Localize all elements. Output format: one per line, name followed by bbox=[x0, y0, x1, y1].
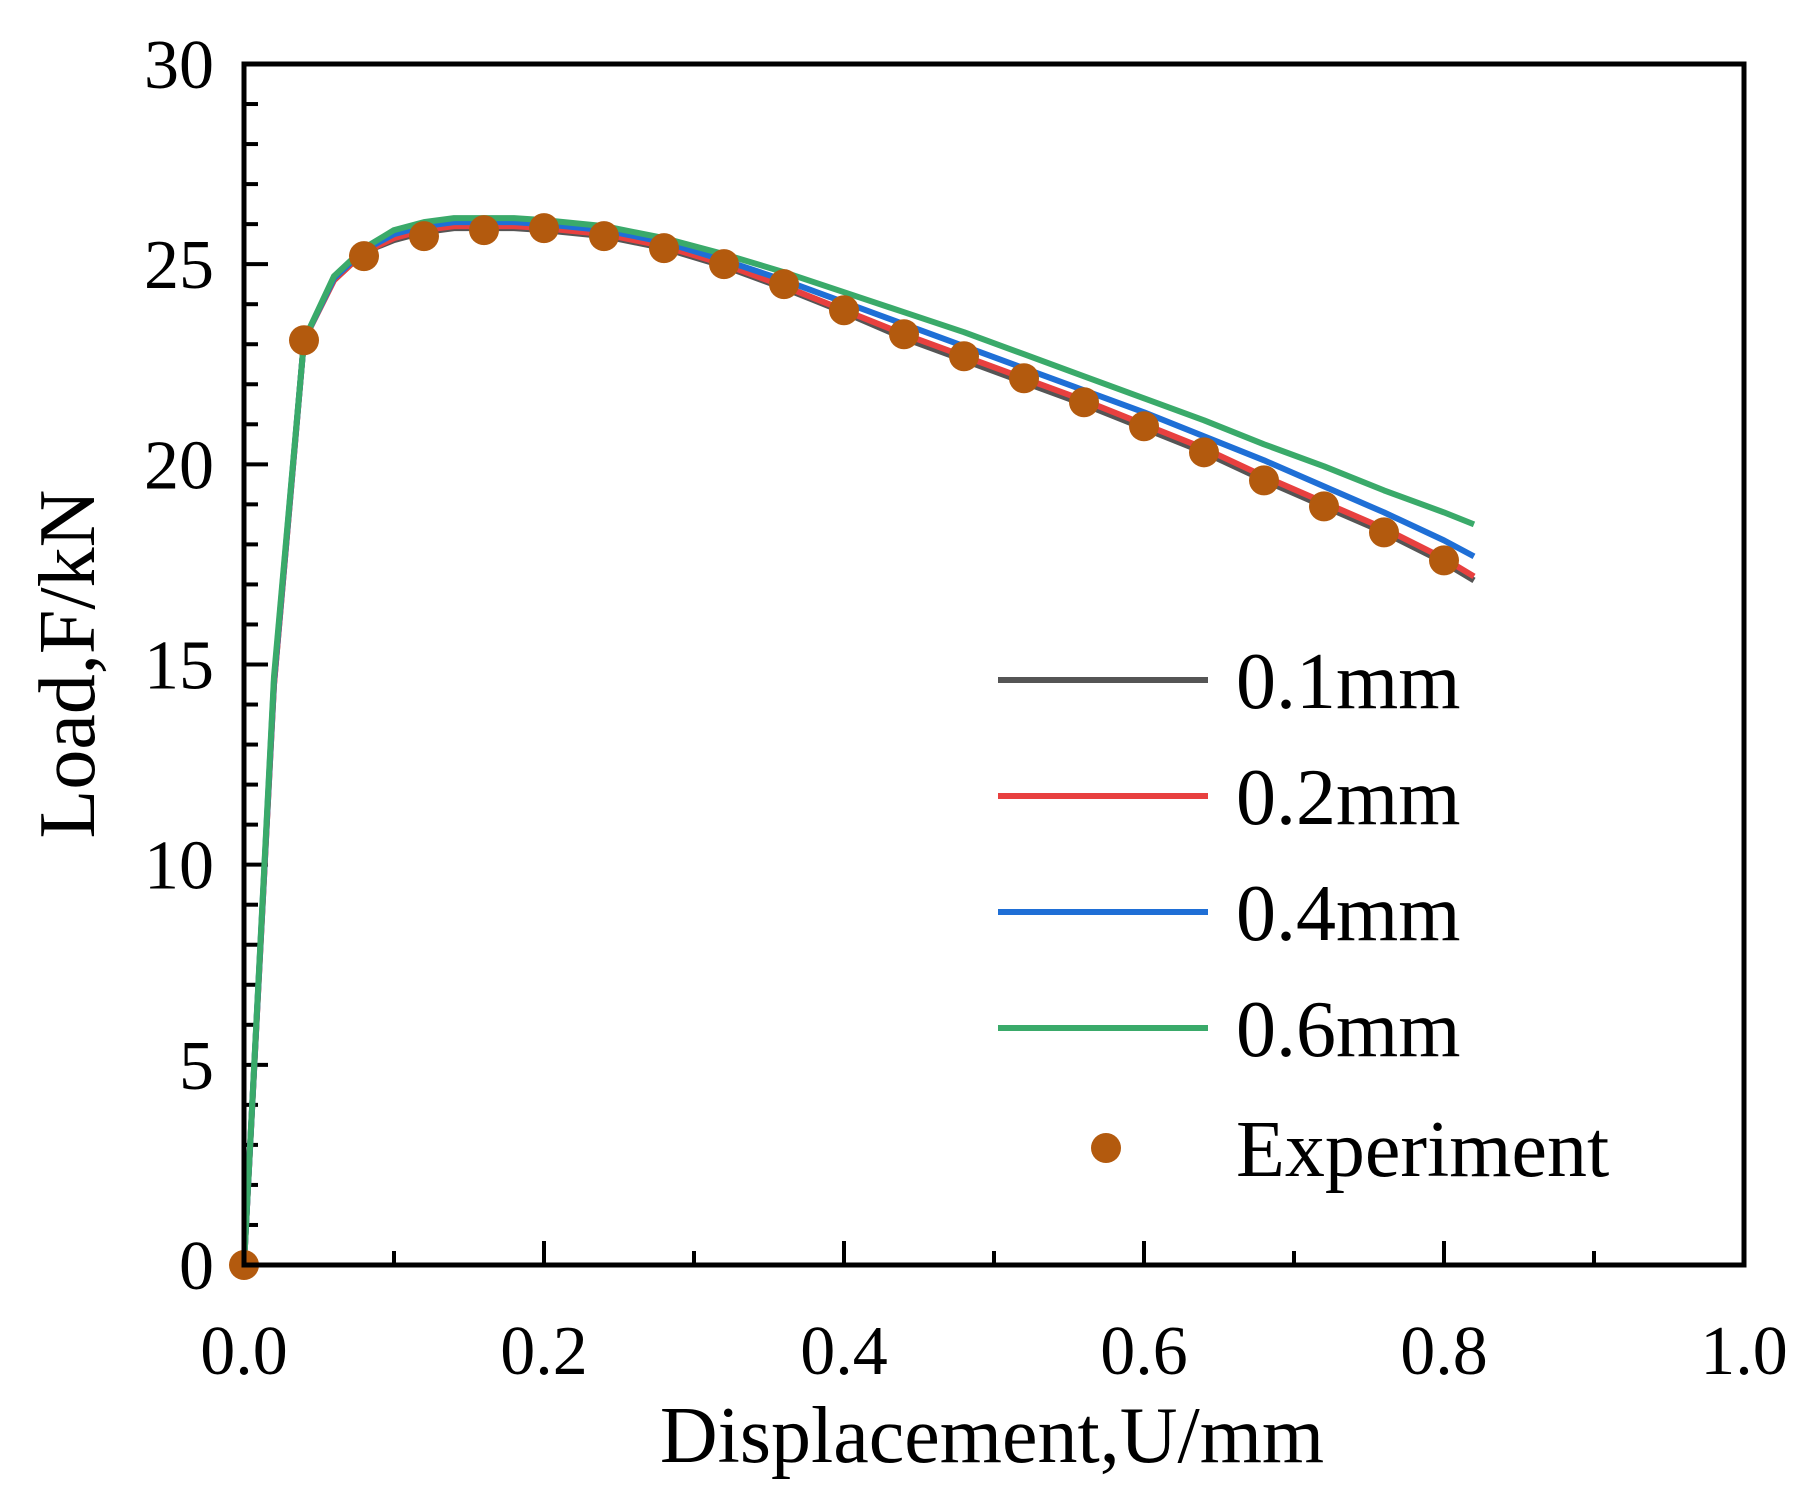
experiment-point bbox=[829, 295, 859, 326]
experiment-point bbox=[769, 269, 799, 300]
legend-swatch-experiment bbox=[1091, 1133, 1121, 1163]
legend-label: 0.4mm bbox=[1236, 870, 1460, 958]
experiment-point bbox=[1069, 387, 1099, 418]
experiment-point bbox=[1309, 491, 1339, 522]
y-tick-label: 30 bbox=[144, 27, 214, 104]
y-tick-label: 15 bbox=[144, 628, 214, 705]
y-tick-label: 20 bbox=[144, 427, 214, 504]
x-axis-title: Displacement,U/mm bbox=[660, 1392, 1324, 1480]
x-tick-label: 0.2 bbox=[500, 1313, 588, 1390]
y-tick-label: 10 bbox=[144, 828, 214, 905]
x-tick-label: 0.8 bbox=[1400, 1313, 1488, 1390]
x-tick-label: 0.4 bbox=[800, 1313, 888, 1390]
experiment-point bbox=[1369, 517, 1399, 548]
x-tick-label: 0.6 bbox=[1100, 1313, 1188, 1390]
y-tick-label: 25 bbox=[144, 227, 214, 304]
legend-label: 0.2mm bbox=[1236, 754, 1460, 842]
x-tick-label: 0.0 bbox=[200, 1313, 288, 1390]
legend-label: 0.6mm bbox=[1236, 986, 1460, 1074]
experiment-point bbox=[889, 319, 919, 350]
experiment-point bbox=[409, 221, 439, 252]
y-axis-title: Load,F/kN bbox=[24, 490, 112, 839]
experiment-point bbox=[709, 249, 739, 280]
experiment-point bbox=[289, 325, 319, 356]
experiment-point bbox=[1009, 363, 1039, 394]
experiment-point bbox=[349, 241, 379, 272]
experiment-point bbox=[469, 215, 499, 246]
experiment-point bbox=[649, 233, 679, 264]
experiment-point bbox=[1249, 465, 1279, 496]
plot-frame bbox=[241, 61, 1747, 1268]
experiment-point bbox=[1429, 545, 1459, 576]
legend-label: Experiment bbox=[1236, 1106, 1609, 1194]
experiment-point bbox=[529, 213, 559, 244]
experiment-point bbox=[949, 341, 979, 372]
experiment-point bbox=[1189, 437, 1219, 468]
y-tick-label: 5 bbox=[179, 1028, 214, 1105]
y-tick-label: 0 bbox=[179, 1228, 214, 1305]
experiment-point bbox=[589, 221, 619, 252]
x-tick-label: 1.0 bbox=[1700, 1313, 1788, 1390]
experiment-point bbox=[1129, 411, 1159, 442]
legend-label: 0.1mm bbox=[1236, 638, 1460, 726]
